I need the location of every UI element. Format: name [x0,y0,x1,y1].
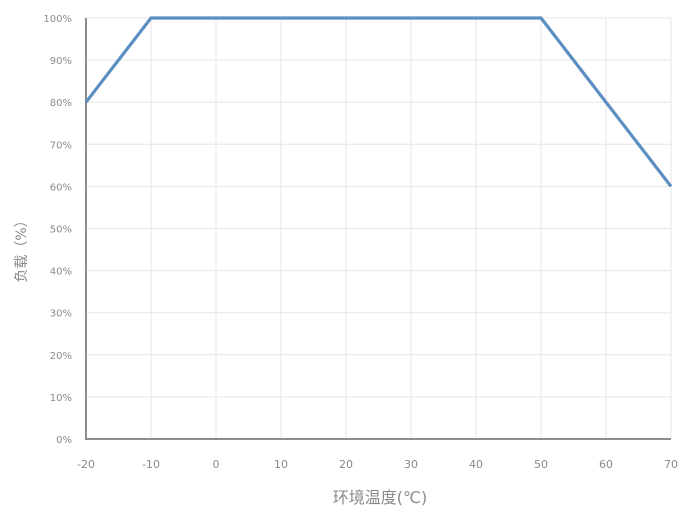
x-tick-label: -20 [77,458,95,471]
y-tick-label: 60% [50,182,72,193]
x-tick-label: 20 [339,458,353,471]
x-tick-label: 30 [404,458,418,471]
y-tick-label: 20% [50,351,72,362]
x-tick-label: 0 [213,458,220,471]
x-tick-label: -10 [142,458,160,471]
series-lines [84,16,673,188]
y-tick-label: 30% [50,309,72,320]
grid [86,17,672,439]
y-tick-label: 100% [43,14,72,25]
x-tick-label: 60 [599,458,613,471]
y-tick-label: 90% [50,56,72,67]
y-tick-label: 10% [50,393,72,404]
x-tick-label: 70 [664,458,678,471]
y-tick-label: 50% [50,225,72,236]
tick-labels: 0% 10% 20% 30% 40% 50% 60% 70% 80% 90% 100% -20 -10 0… [43,14,678,471]
y-tick-label: 70% [50,140,72,151]
y-tick-label: 40% [50,267,72,278]
x-axis-label: 环境温度(℃) [333,488,427,507]
x-tick-label: 50 [534,458,548,471]
x-tick-label: 10 [274,458,288,471]
series-line [84,16,673,188]
y-tick-label: 0% [56,435,72,446]
axes [85,18,671,440]
x-tick-label: 40 [469,458,483,471]
y-axis-label: 负载（%） [14,213,30,282]
y-tick-label: 80% [50,98,72,109]
